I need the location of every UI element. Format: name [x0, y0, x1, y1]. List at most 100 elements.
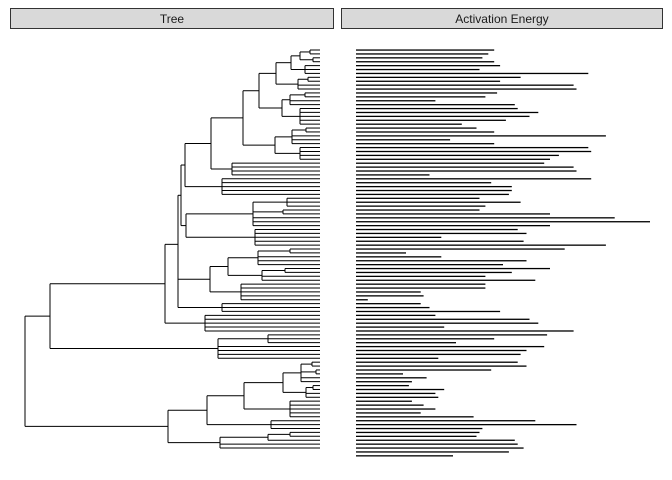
activation-energy-bar — [356, 392, 436, 395]
activation-energy-bar — [356, 260, 527, 262]
activation-energy-bar — [356, 338, 495, 340]
activation-energy-bar — [356, 84, 574, 86]
phylogenetic-tree — [24, 49, 320, 449]
activation-energy-bar — [356, 275, 486, 278]
activation-energy-bar — [356, 314, 436, 317]
activation-energy-bar — [356, 244, 606, 246]
activation-energy-bar — [356, 217, 615, 219]
activation-energy-bar — [356, 213, 550, 215]
activation-energy-bar — [356, 201, 521, 203]
activation-energy-bar — [356, 65, 501, 67]
activation-energy-bar — [356, 88, 577, 90]
activation-energy-bar — [356, 310, 501, 313]
activation-energy-bar — [356, 384, 409, 387]
activation-energy-bar — [356, 377, 427, 379]
activation-energy-bar — [356, 443, 518, 445]
activation-energy-bar — [356, 427, 483, 430]
activation-energy-bar — [356, 451, 509, 453]
activation-energy-bar — [356, 80, 501, 82]
activation-energy-bar — [356, 435, 477, 437]
activation-energy-bar — [356, 189, 512, 192]
activation-energy-bar — [356, 150, 592, 153]
activation-energy-bar — [356, 439, 515, 441]
activation-energy-bar — [356, 228, 518, 231]
activation-energy-bar — [356, 61, 495, 63]
activation-energy-bar — [356, 420, 536, 422]
activation-energy-bar — [356, 423, 577, 426]
activation-energy-bar — [356, 76, 521, 79]
activation-energy-bar — [356, 400, 412, 402]
activation-energy-bar — [356, 267, 550, 270]
activation-energy-bar — [356, 170, 577, 172]
activation-energy-bar — [356, 318, 530, 320]
activation-energy-bar — [356, 388, 445, 391]
activation-energy-bar — [356, 139, 451, 141]
activation-energy-bar — [356, 408, 436, 410]
panel-title-activation-energy: Activation Energy — [455, 11, 549, 26]
activation-energy-bar — [356, 322, 539, 324]
activation-energy-bar — [356, 303, 421, 305]
activation-energy-bar — [356, 291, 421, 293]
panel-strip-tree: Tree — [10, 8, 334, 29]
activation-energy-bar — [356, 174, 430, 176]
activation-energy-bar — [356, 53, 489, 55]
activation-energy-bar — [356, 232, 527, 235]
activation-energy-bar — [356, 283, 486, 285]
activation-energy-bar — [356, 342, 456, 344]
activation-energy-bar — [356, 49, 495, 51]
activation-energy-bar — [356, 166, 574, 168]
activation-energy-bar — [356, 256, 442, 258]
activation-energy-bar — [356, 92, 498, 94]
activation-energy-bar — [356, 240, 524, 242]
activation-energy-bars — [356, 49, 650, 457]
activation-energy-bar — [356, 100, 436, 102]
activation-energy-bar — [356, 111, 539, 114]
activation-energy-bar — [356, 404, 424, 406]
activation-energy-bar — [356, 224, 550, 227]
activation-energy-bar — [356, 326, 445, 328]
activation-energy-bar — [356, 236, 442, 238]
panel-strip-activation-energy: Activation Energy — [341, 8, 663, 29]
activation-energy-bar — [356, 119, 506, 121]
activation-energy-bar — [356, 182, 492, 184]
activation-energy-bar — [356, 135, 606, 137]
panel-title-tree: Tree — [159, 11, 185, 26]
activation-energy-bar — [356, 123, 462, 125]
activation-energy-bar — [356, 205, 486, 207]
activation-energy-bar — [356, 209, 480, 211]
activation-energy-bar — [356, 279, 536, 281]
activation-energy-bar — [356, 131, 495, 133]
activation-energy-bar — [356, 412, 421, 414]
activation-energy-bar — [356, 178, 592, 180]
activation-energy-bar — [356, 416, 474, 418]
activation-energy-bar — [356, 330, 574, 332]
activation-energy-bar — [356, 345, 545, 348]
activation-energy-bar — [356, 154, 559, 157]
activation-energy-bar — [356, 146, 589, 149]
activation-energy-bar — [356, 287, 486, 289]
activation-energy-bar — [356, 248, 565, 250]
activation-energy-bar — [356, 115, 530, 118]
activation-energy-bar — [356, 221, 650, 223]
activation-energy-bar — [356, 334, 548, 336]
activation-energy-bar — [356, 299, 368, 301]
activation-energy-bar — [356, 373, 403, 375]
activation-energy-bar — [356, 143, 495, 145]
activation-energy-bar — [356, 431, 480, 434]
activation-energy-bar — [356, 104, 515, 106]
activation-energy-bar — [356, 369, 492, 371]
activation-energy-bar — [356, 185, 512, 188]
activation-energy-bar — [356, 57, 483, 59]
activation-energy-bar — [356, 447, 524, 449]
activation-energy-bar — [356, 295, 424, 297]
activation-energy-bar — [356, 72, 589, 75]
activation-energy-bar — [356, 68, 480, 71]
activation-energy-bar — [356, 107, 518, 110]
activation-energy-bar — [356, 357, 439, 359]
activation-energy-bar — [356, 455, 453, 457]
activation-energy-bar — [356, 162, 545, 164]
activation-energy-bar — [356, 158, 550, 160]
activation-energy-bar — [356, 349, 527, 352]
activation-energy-bar — [356, 353, 521, 356]
